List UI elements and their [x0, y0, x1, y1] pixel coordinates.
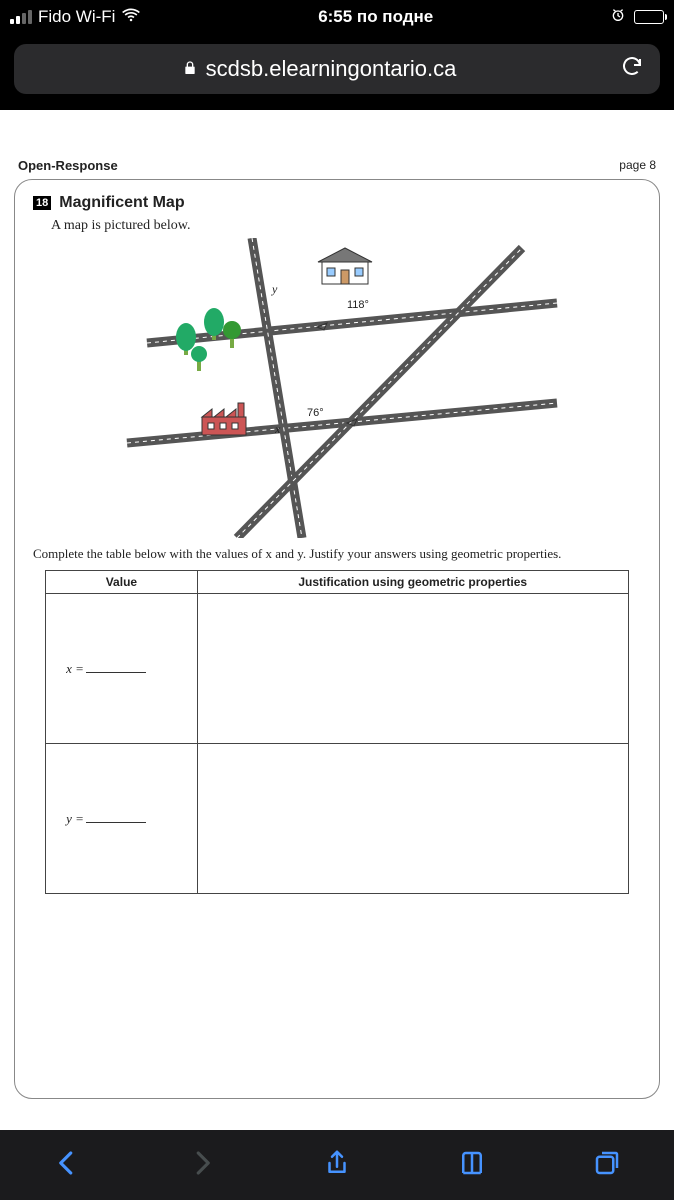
url-text: scdsb.elearningontario.ca	[206, 56, 457, 82]
back-button[interactable]	[52, 1148, 82, 1183]
angle-76-label: 76°	[307, 407, 324, 419]
question-title: Magnificent Map	[59, 194, 184, 212]
signal-icon	[10, 10, 32, 24]
factory-icon	[202, 403, 246, 435]
page-number: page 8	[619, 158, 656, 173]
bookmarks-button[interactable]	[457, 1148, 487, 1183]
section-label: Open-Response	[18, 158, 118, 173]
share-button[interactable]	[322, 1148, 352, 1183]
angle-118-label: 118°	[347, 299, 369, 311]
carrier-label: Fido Wi-Fi	[38, 7, 115, 27]
blank-line	[86, 822, 146, 823]
table-row: y =	[46, 744, 629, 894]
blank-line	[86, 672, 146, 673]
refresh-button[interactable]	[620, 54, 644, 84]
answer-table: Value Justification using geometric prop…	[45, 570, 629, 894]
clock-label: 6:55 по подне	[141, 7, 610, 27]
browser-toolbar	[0, 1130, 674, 1200]
question-number: 18	[33, 196, 51, 210]
row-x-var: x =	[66, 661, 84, 676]
row-y-var: y =	[66, 811, 84, 826]
lock-icon	[182, 56, 198, 82]
table-header-justification: Justification using geometric properties	[197, 571, 628, 594]
var-y-label: y	[271, 282, 278, 296]
row-y-justification	[197, 744, 628, 894]
question-intro: A map is pictured below.	[51, 218, 641, 234]
house-icon	[318, 248, 372, 284]
table-row: x =	[46, 594, 629, 744]
web-content[interactable]: Open-Response page 8 18 Magnificent Map …	[0, 110, 674, 1130]
battery-icon	[634, 10, 664, 24]
browser-chrome: scdsb.elearningontario.ca	[0, 34, 674, 110]
question-instruction: Complete the table below with the values…	[33, 546, 641, 562]
tabs-button[interactable]	[592, 1148, 622, 1183]
map-diagram: y 118° 76° x	[107, 238, 567, 538]
worksheet-card: 18 Magnificent Map A map is pictured bel…	[14, 179, 660, 1099]
row-x-justification	[197, 594, 628, 744]
address-bar[interactable]: scdsb.elearningontario.ca	[14, 44, 660, 94]
var-x-label: x	[274, 422, 281, 436]
status-bar: Fido Wi-Fi 6:55 по подне	[0, 0, 674, 34]
alarm-icon	[610, 7, 626, 28]
table-header-value: Value	[46, 571, 197, 594]
wifi-icon	[121, 5, 141, 30]
forward-button[interactable]	[187, 1148, 217, 1183]
